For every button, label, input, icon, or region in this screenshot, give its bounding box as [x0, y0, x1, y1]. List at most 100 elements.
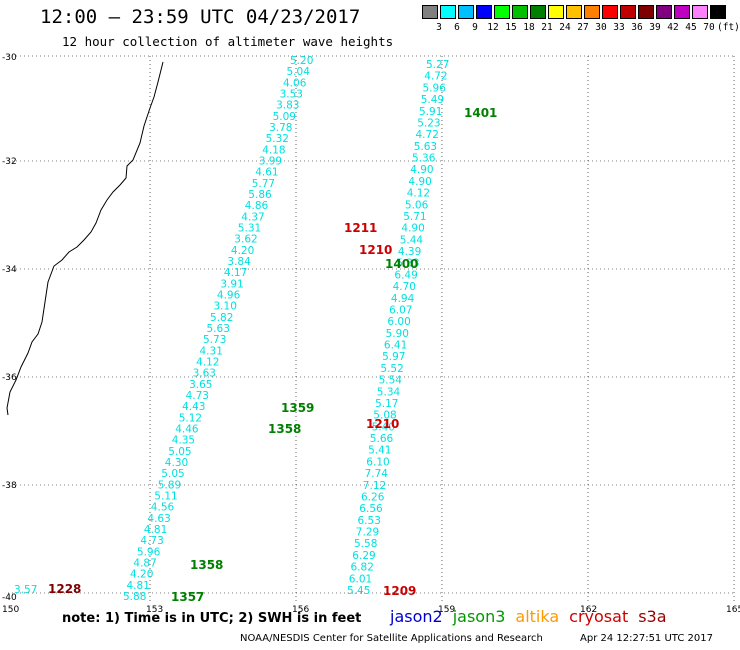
swh-value: 4.72: [424, 71, 447, 83]
swh-value: 4.90: [410, 164, 433, 176]
swh-value: 4.20: [130, 569, 153, 581]
satellite-name-jason2: jason2: [390, 607, 443, 626]
legend-swatch: [494, 5, 510, 19]
legend-swatch: [692, 5, 708, 19]
legend-swatch: [584, 5, 600, 19]
swh-value: 4.94: [391, 293, 415, 305]
swh-value: 5.41: [368, 445, 391, 457]
satellite-name-cryosat: cryosat: [569, 607, 629, 626]
swh-value: 4.70: [393, 281, 416, 293]
swh-value: 6.56: [359, 503, 383, 515]
swh-value: 4.63: [147, 513, 170, 525]
swh-value: 7.12: [363, 480, 386, 492]
legend-swatch: [656, 5, 672, 19]
swh-value: 5.27: [426, 59, 449, 71]
legend-label: 36: [631, 22, 643, 33]
swh-value: 4.31: [200, 345, 223, 357]
legend-label: 42: [667, 22, 679, 33]
swh-value: 4.30: [165, 457, 188, 469]
swh-value: 5.63: [414, 141, 437, 153]
legend-label: 30: [595, 22, 607, 33]
lat-tick-label: -34: [2, 265, 17, 275]
legend-label: (ft): [717, 22, 740, 33]
pass-time-label: 1228: [48, 582, 81, 596]
lat-lon-grid: [8, 55, 735, 603]
legend-label: 33: [613, 22, 625, 33]
swh-value: 5.96: [423, 82, 447, 94]
swh-value: 6.53: [358, 515, 381, 527]
swh-value: 3.53: [280, 89, 303, 101]
satellite-name-altika: altika: [515, 607, 560, 626]
lat-tick-label: -32: [2, 157, 17, 167]
legend-swatch: [548, 5, 564, 19]
legend-swatch: [710, 5, 726, 19]
swh-value: 6.29: [352, 550, 375, 562]
swh-value: 4.81: [127, 580, 150, 592]
legend-swatch: [458, 5, 474, 19]
swh-value: 5.90: [386, 328, 409, 340]
pass-time-label: 1210: [366, 417, 399, 431]
swh-value: 4.72: [416, 129, 439, 141]
legend-swatch: [638, 5, 654, 19]
swh-value: 5.40: [372, 421, 395, 433]
swh-value: 5.82: [210, 312, 233, 324]
legend-label: 45: [685, 22, 697, 33]
coastline: [6, 61, 164, 416]
swh-value: 5.06: [405, 199, 429, 211]
legend-label: 9: [472, 22, 478, 33]
swh-value: 5.12: [179, 412, 202, 424]
swh-value: 5.58: [354, 538, 377, 550]
swh-value: 5.34: [377, 386, 401, 398]
lat-tick-label: -30: [2, 53, 17, 63]
pass-time-label: 1358: [268, 422, 301, 436]
legend-swatch: [476, 5, 492, 19]
pass-time-label: 1401: [464, 106, 497, 120]
swh-value: 5.17: [375, 398, 398, 410]
legend-swatch: [566, 5, 582, 19]
swh-value: 4.43: [182, 401, 205, 413]
swh-value: 6.49: [394, 269, 417, 281]
swh-value: 5.86: [248, 189, 272, 201]
swh-value: 5.09: [273, 111, 296, 123]
ground-track-b: 5.274.725.965.495.915.234.725.635.364.90…: [347, 59, 449, 597]
swh-value: 4.18: [262, 144, 285, 156]
swh-value: 4.87: [133, 558, 156, 570]
swh-value: 5.05: [161, 468, 184, 480]
swh-value: 4.73: [140, 535, 163, 547]
swh-value: 5.96: [137, 546, 161, 558]
swh-value: 5.04: [287, 66, 311, 78]
swh-value: 5.49: [421, 94, 444, 106]
swh-value: 4.81: [144, 524, 167, 536]
swh-value: 6.26: [361, 492, 385, 504]
swh-value: 5.77: [252, 178, 275, 190]
lon-tick-label: 156: [292, 605, 309, 615]
swh-value: 5.31: [238, 223, 261, 235]
swh-value: 5.33: [396, 258, 419, 270]
swh-value: 4.12: [407, 188, 430, 200]
swh-value: 4.61: [255, 167, 278, 179]
legend-label: 15: [505, 22, 517, 33]
swh-value: 5.11: [154, 491, 177, 503]
legend-label: 70: [703, 22, 715, 33]
satellite-key: jason2 jason3 altika cryosat s3a: [390, 607, 677, 626]
swh-value: 5.73: [203, 334, 226, 346]
swh-value: 3.65: [189, 379, 212, 391]
swh-value: 5.52: [380, 363, 403, 375]
swh-value-west: 3.57: [14, 584, 37, 596]
swh-value: 4.96: [217, 290, 241, 302]
swh-value: 6.07: [389, 305, 412, 317]
credit-line: NOAA/NESDIS Center for Satellite Applica…: [240, 633, 543, 644]
lon-tick-label: 153: [146, 605, 163, 615]
swh-value: 3.63: [193, 368, 216, 380]
units-note: note: 1) Time is in UTC; 2) SWH is in fe…: [62, 611, 362, 626]
swh-value: 3.84: [227, 256, 251, 268]
legend-swatch: [602, 5, 618, 19]
swh-value: 5.54: [379, 375, 403, 387]
pass-time-label: 1358: [190, 558, 223, 572]
swh-value: 4.39: [398, 246, 421, 258]
swh-value: 7.74: [365, 468, 389, 480]
swh-value: 5.88: [123, 591, 146, 603]
legend-label: 12: [487, 22, 499, 33]
legend-label: 27: [577, 22, 589, 33]
